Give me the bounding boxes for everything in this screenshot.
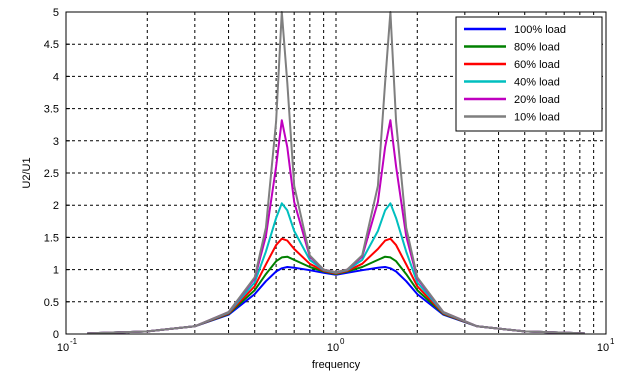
y-tick-label: 3 [53, 136, 59, 148]
x-tick-label: 101 [597, 337, 615, 354]
y-tick-label: 1.5 [44, 232, 59, 244]
x-tick-base: 10 [327, 342, 339, 354]
y-axis-label: U2/U1 [21, 157, 33, 188]
y-tick-label: 3.5 [44, 104, 59, 116]
x-axis-label: frequency [312, 359, 361, 371]
series-lines [87, 11, 585, 335]
x-tick-exponent: -1 [70, 337, 78, 346]
y-tick-label: 1 [53, 265, 59, 277]
legend-label: 100% load [514, 24, 566, 36]
legend-box [455, 16, 603, 132]
x-tick-exponent: 1 [610, 337, 615, 346]
y-tick-label: 4.5 [44, 39, 59, 51]
x-tick-base: 10 [597, 342, 609, 354]
x-tick-exponent: 0 [340, 337, 345, 346]
legend-label: 60% load [514, 59, 560, 71]
y-tick-labels: 0 0.5 1 1.5 2 2.5 3 3.5 4 4.5 5 [44, 7, 70, 341]
legend-label: 10% load [514, 112, 560, 124]
legend: 100% load 80% load 60% load 40% load 20% loa… [455, 16, 603, 132]
x-tick-base: 10 [57, 342, 69, 354]
y-tick-label: 4 [53, 71, 59, 83]
x-tick-label: 100 [327, 337, 345, 354]
legend-label: 20% load [514, 94, 560, 106]
y-tick-label: 2.5 [44, 168, 59, 180]
legend-label: 80% load [514, 42, 560, 54]
series-line-6 [87, 11, 585, 335]
y-tick-label: 0 [53, 329, 59, 341]
y-tick-label: 5 [53, 7, 59, 19]
y-tick-label: 0.5 [44, 297, 59, 309]
y-tick-label: 2 [53, 200, 59, 212]
x-tick-label: 10-1 [57, 337, 78, 354]
legend-label: 40% load [514, 77, 560, 89]
